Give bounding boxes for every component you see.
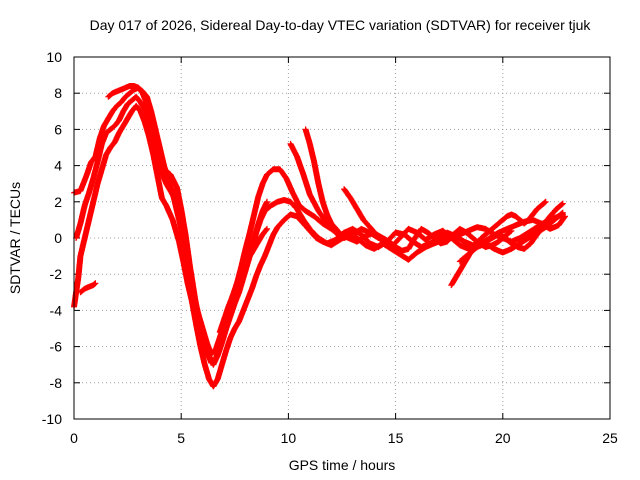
series-trace-5 — [105, 83, 270, 357]
data-point-marks — [341, 186, 515, 254]
x-tick-label: 10 — [281, 430, 297, 446]
data-point-marks — [287, 140, 382, 241]
y-tick-label: 10 — [46, 49, 62, 65]
x-tick-label: 15 — [388, 430, 404, 446]
data-point-marks — [77, 280, 99, 296]
x-tick-label: 0 — [70, 430, 78, 446]
plot-frame — [73, 56, 611, 420]
series-trace-8 — [302, 126, 348, 241]
x-tick-label: 25 — [602, 430, 618, 446]
y-tick-label: 6 — [54, 121, 62, 137]
y-tick-label: 4 — [54, 158, 62, 174]
data-point-marks — [105, 83, 270, 357]
data-point-marks — [216, 225, 270, 336]
x-axis-label: GPS time / hours — [289, 457, 396, 473]
x-tick-label: 20 — [495, 430, 511, 446]
y-tick-label: -6 — [50, 339, 63, 355]
series-trace-4 — [77, 280, 99, 296]
data-point-marks — [456, 200, 566, 265]
data-series — [71, 83, 568, 390]
y-tick-label: 2 — [54, 194, 62, 210]
y-tick-label: -10 — [42, 411, 62, 427]
y-axis-label: SDTVAR / TECUs — [7, 182, 23, 294]
y-tick-label: -8 — [50, 375, 63, 391]
series-trace-11 — [456, 200, 566, 265]
data-point-marks — [302, 126, 348, 241]
y-tick-label: 8 — [54, 85, 62, 101]
y-tick-label: 0 — [54, 230, 62, 246]
x-tick-label: 5 — [177, 430, 185, 446]
chart-title: Day 017 of 2026, Sidereal Day-to-day VTE… — [90, 17, 592, 33]
series-trace-9 — [341, 186, 515, 254]
series-trace-6 — [216, 225, 270, 336]
y-tick-label: -4 — [50, 302, 63, 318]
series-trace-7 — [287, 140, 382, 241]
y-tick-label: -2 — [50, 266, 63, 282]
